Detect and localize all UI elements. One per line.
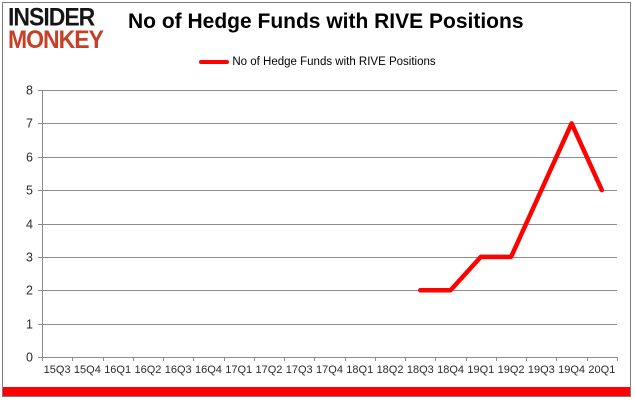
y-tick-label: 3 [26, 251, 33, 265]
y-tick-label: 5 [26, 184, 33, 198]
logo-line-monkey: MONKEY [8, 25, 104, 54]
y-tick-label: 8 [26, 84, 33, 98]
x-tick-label: 19Q2 [498, 364, 525, 376]
x-tick-label: 16Q3 [165, 364, 192, 376]
x-tick-label: 19Q4 [558, 364, 585, 376]
x-tick-label: 17Q4 [316, 364, 343, 376]
x-tick-label: 17Q3 [286, 364, 313, 376]
x-tick-label: 16Q4 [195, 364, 222, 376]
x-tick-label: 16Q2 [134, 364, 161, 376]
y-tick-label: 6 [26, 151, 33, 165]
legend-label: No of Hedge Funds with RIVE Positions [232, 56, 436, 68]
y-tick-label: 2 [26, 284, 33, 298]
x-tick-label: 18Q1 [346, 364, 373, 376]
y-tick-label: 7 [26, 117, 33, 131]
x-tick-label: 16Q1 [104, 364, 131, 376]
x-tick-label: 20Q1 [588, 364, 615, 376]
logo-line-insider: INSIDER [8, 2, 95, 31]
chart-card [2, 2, 631, 397]
x-tick-label: 15Q3 [44, 364, 71, 376]
bottom-accent-bar [3, 387, 630, 396]
x-tick-label: 18Q4 [437, 364, 464, 376]
data-series-line [418, 121, 605, 293]
x-tick-label: 17Q1 [225, 364, 252, 376]
x-tick-label: 15Q4 [74, 364, 101, 376]
x-tick-label: 19Q3 [528, 364, 555, 376]
y-tick-label: 4 [26, 218, 33, 232]
x-tick-label: 17Q2 [256, 364, 283, 376]
legend-line-swatch [199, 60, 230, 64]
y-tick-label: 1 [26, 318, 33, 332]
insider-monkey-logo: INSIDER MONKEY [8, 2, 104, 54]
legend: No of Hedge Funds with RIVE Positions [0, 56, 635, 68]
chart-title: No of Hedge Funds with RIVE Positions [128, 10, 524, 33]
x-tick-label: 18Q3 [407, 364, 434, 376]
x-tick-label: 19Q1 [467, 364, 494, 376]
x-tick-label: 18Q2 [377, 364, 404, 376]
y-tick-label: 0 [26, 351, 33, 365]
